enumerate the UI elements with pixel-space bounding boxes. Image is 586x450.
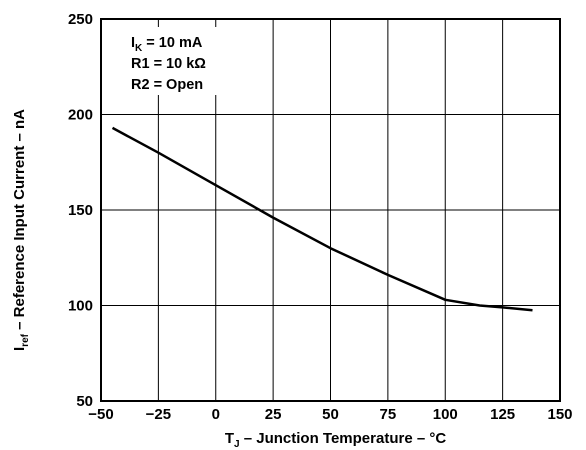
x-tick-label: 0	[212, 406, 220, 423]
x-tick-label: −25	[146, 406, 171, 423]
annotation-line-2: R1 = 10 kΩ	[131, 56, 206, 72]
x-tick-label: 125	[490, 406, 515, 423]
plot-frame	[100, 18, 561, 402]
y-tick-label: 50	[76, 393, 93, 410]
x-tick-label: 25	[265, 406, 282, 423]
annotation-background	[106, 27, 234, 95]
annotation-line-1: IK = 10 mA	[131, 35, 203, 54]
x-tick-label: −50	[88, 406, 113, 423]
x-tick-labels: −50 −25 0 25 50 75 100 125 150	[88, 406, 572, 423]
y-tick-label: 250	[68, 11, 93, 28]
y-tick-label: 100	[68, 298, 93, 315]
y-axis-title: Iref – Reference Input Current – nA	[11, 109, 31, 351]
x-tick-label: 150	[547, 406, 572, 423]
y-tick-label: 150	[68, 202, 93, 219]
annotation-line-3: R2 = Open	[131, 77, 203, 93]
x-tick-label: 50	[322, 406, 339, 423]
y-tick-labels: 50 100 150 200 250	[68, 11, 93, 410]
y-tick-label: 200	[68, 107, 93, 124]
x-tick-label: 100	[433, 406, 458, 423]
series-line	[111, 126, 533, 312]
series	[111, 126, 533, 312]
x-tick-label: 75	[380, 406, 397, 423]
annotation-box: IK = 10 mA R1 = 10 kΩ R2 = Open	[106, 27, 234, 95]
x-axis-title: TJ – Junction Temperature – °C	[225, 430, 447, 450]
